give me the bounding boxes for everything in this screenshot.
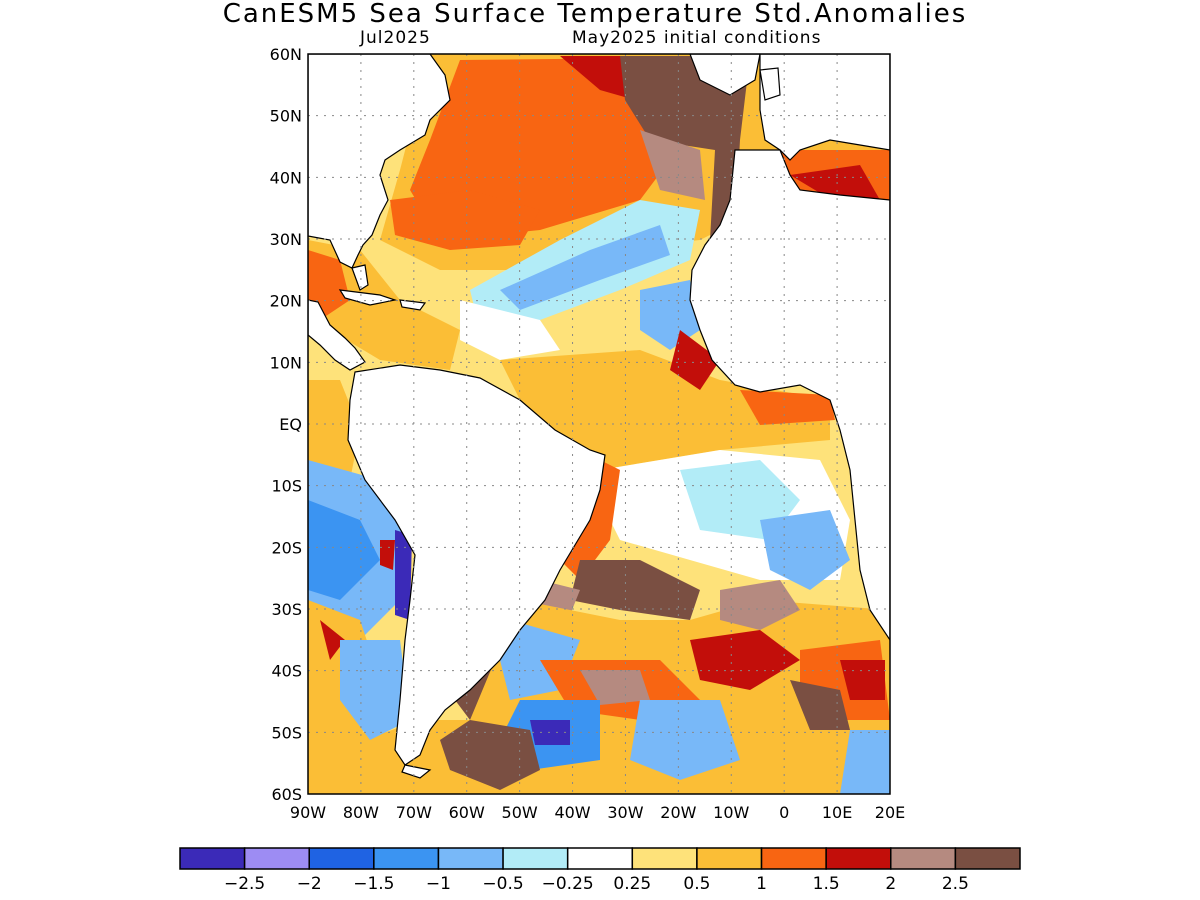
latitude-label: 40N	[270, 168, 302, 187]
colorbar-swatch	[954, 847, 1021, 870]
longitude-labels: 90W 80W 70W 60W 50W 40W 30W 20W 10W 0 10E 20E	[290, 803, 905, 822]
colorbar-label: 1.5	[813, 874, 840, 894]
latitude-labels: 60N 50N 40N 30N 20N 10N EQ 10S 20S 30S 40S 50S 60S	[270, 45, 302, 804]
colorbar-swatch	[243, 847, 310, 870]
colorbar-swatch	[373, 847, 440, 870]
colorbar-swatch	[760, 847, 827, 870]
colorbar-label: −0.25	[542, 874, 594, 894]
colorbar-swatch	[437, 847, 504, 870]
longitude-label: 90W	[290, 803, 326, 822]
longitude-label: 10E	[822, 803, 852, 822]
latitude-label: 50N	[270, 107, 302, 126]
colorbar-label: −0.5	[482, 874, 523, 894]
colorbar-swatch	[308, 847, 375, 870]
colorbar-label: −2.5	[224, 874, 265, 894]
plot-frame	[307, 53, 891, 795]
colorbar-swatch	[890, 847, 957, 870]
colorbar-swatch	[825, 847, 892, 870]
colorbar-label: 2.5	[942, 874, 969, 894]
latitude-label: 20N	[270, 292, 302, 311]
latitude-label: 50S	[271, 723, 302, 742]
latitude-label: EQ	[279, 415, 302, 434]
latitude-label: 60S	[271, 785, 302, 804]
colorbar-label: −2	[297, 874, 322, 894]
colorbar-swatch	[566, 847, 634, 870]
colorbar-label: 0.5	[683, 874, 710, 894]
colorbar-label: −1.5	[353, 874, 394, 894]
graticule	[308, 54, 890, 794]
colorbar-swatch	[631, 847, 698, 870]
colorbar-swatch	[502, 847, 569, 870]
longitude-label: 10W	[713, 803, 749, 822]
latitude-label: 30S	[271, 600, 302, 619]
latitude-label: 10S	[271, 477, 302, 496]
latitude-label: 40S	[271, 662, 302, 681]
colorbar-label: −1	[426, 874, 451, 894]
valid-month-label: Jul2025	[360, 28, 431, 48]
longitude-label: 40W	[554, 803, 590, 822]
latitude-label: 20S	[271, 538, 302, 557]
longitude-label: 50W	[502, 803, 538, 822]
colorbar-label: 1	[756, 874, 767, 894]
colorbar-label: 0.25	[613, 874, 651, 894]
longitude-label: 20W	[660, 803, 696, 822]
longitude-label: 0	[779, 803, 789, 822]
latitude-label: 10N	[270, 353, 302, 372]
longitude-label: 60W	[449, 803, 485, 822]
colorbar-label: 2	[885, 874, 896, 894]
latitude-label: 60N	[270, 45, 302, 64]
longitude-label: 80W	[343, 803, 379, 822]
colorbar-swatch	[179, 847, 246, 870]
longitude-label: 20E	[875, 803, 905, 822]
colorbar-labels: −2.5 −2 −1.5 −1 −0.5 −0.25 0.25 0.5 1 1.5 2 2.5	[224, 874, 969, 894]
map-title: CanESM5 Sea Surface Temperature Std.Anom…	[222, 0, 968, 29]
colorbar	[179, 847, 1021, 870]
longitude-label: 70W	[396, 803, 432, 822]
initial-conditions-label: May2025 initial conditions	[572, 28, 822, 48]
colorbar-swatch	[696, 847, 763, 870]
latitude-label: 30N	[270, 230, 302, 249]
longitude-label: 30W	[607, 803, 643, 822]
landmasses	[308, 54, 890, 779]
